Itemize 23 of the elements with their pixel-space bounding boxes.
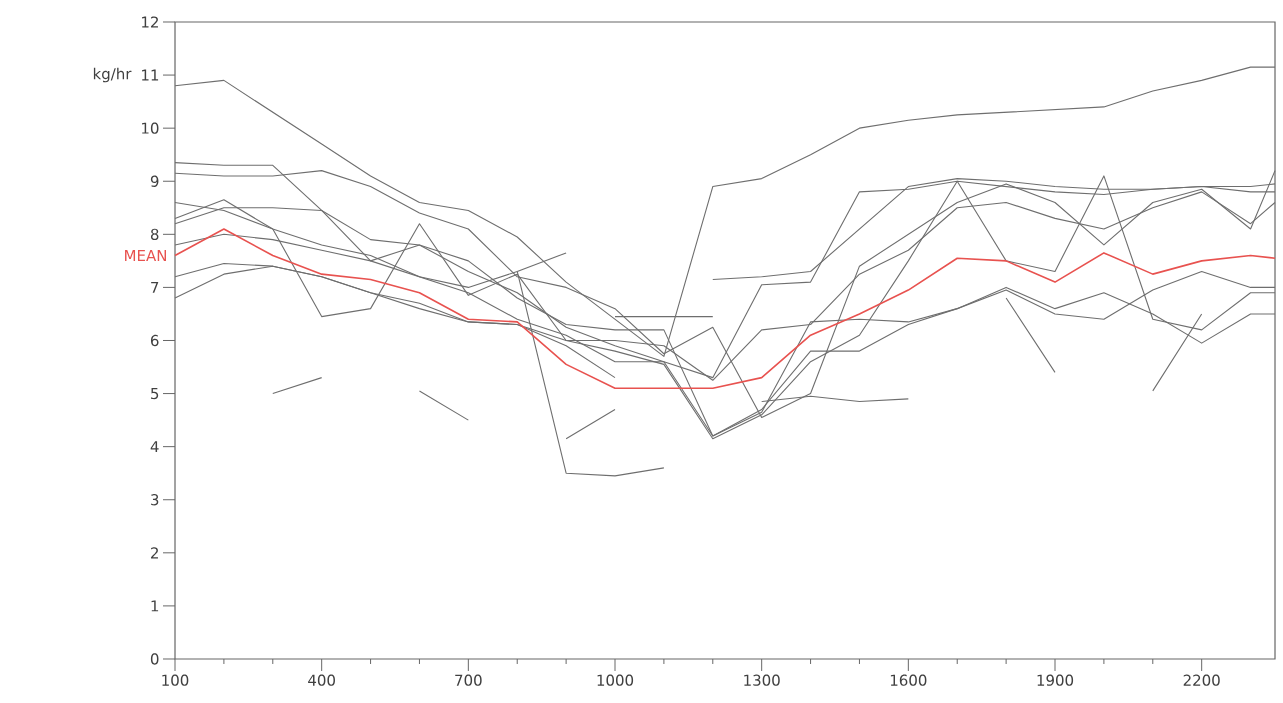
y-tick-label: 1 — [151, 600, 159, 612]
y-tick-label: 12 — [142, 16, 158, 28]
x-tick-label: 2200 — [1183, 674, 1220, 686]
y-tick-label: 8 — [150, 228, 159, 240]
x-tick-label: 1300 — [744, 674, 780, 686]
x-tick-label: 700 — [455, 674, 482, 686]
x-tick-label: 400 — [308, 674, 335, 686]
y-tick-label: 6 — [150, 334, 159, 347]
x-tick-label: 1600 — [890, 674, 927, 686]
y-tick-label: 5 — [151, 388, 159, 400]
series-label: MEAN — [125, 250, 166, 262]
y-tick-label: 0 — [150, 653, 159, 665]
y-axis-title: kg/hr — [93, 67, 132, 83]
y-tick-label: 10 — [142, 122, 159, 134]
y-tick-label: 11 — [142, 69, 159, 81]
y-tick-label: 9 — [150, 175, 159, 187]
y-tick-label: 3 — [151, 494, 159, 506]
y-tick-label: 4 — [150, 441, 159, 453]
x-tick-label: 100 — [162, 674, 189, 686]
x-tick-label: 1000 — [597, 674, 634, 686]
x-tick-label: 1900 — [1037, 674, 1074, 686]
y-tick-label: 2 — [151, 547, 158, 559]
y-tick-label: 7 — [151, 281, 159, 293]
